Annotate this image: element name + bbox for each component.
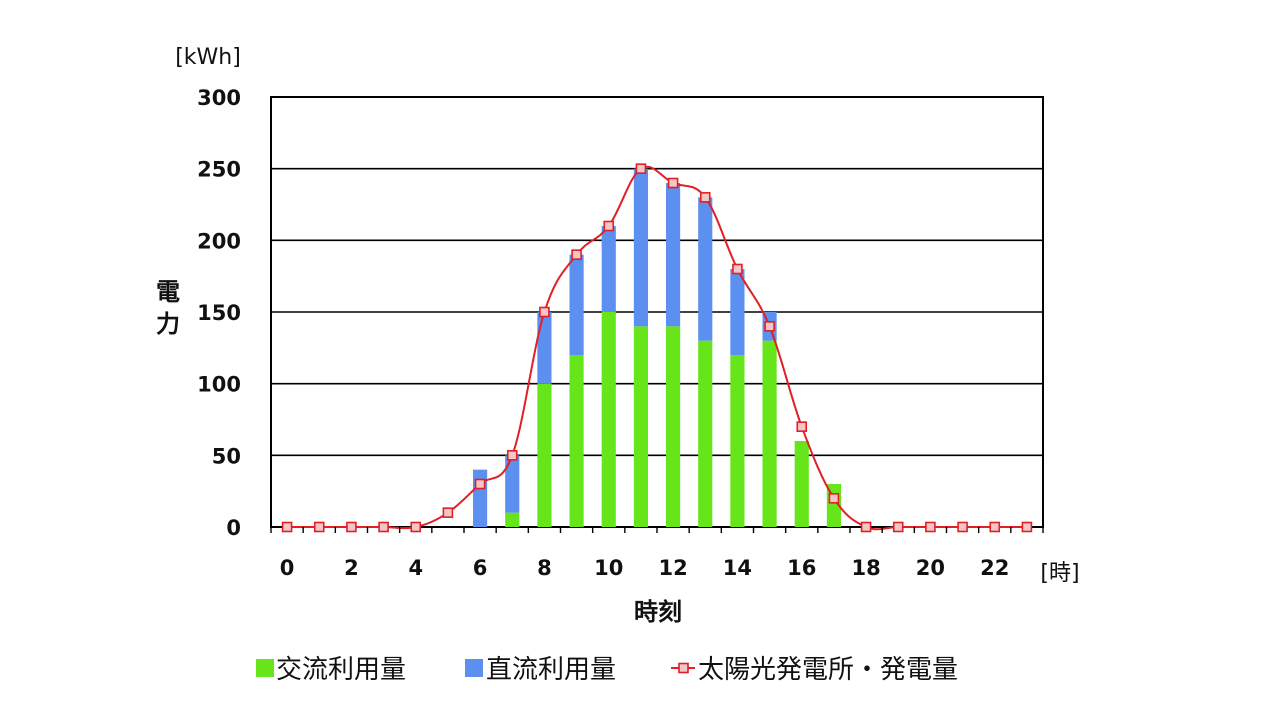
y-tick-label-50: 50 bbox=[212, 444, 241, 468]
bar-dc-hour-9 bbox=[569, 254, 584, 355]
solar-generation-point-hour-11 bbox=[635, 163, 647, 174]
legend-marker-solar bbox=[678, 662, 689, 674]
bar-ac-hour-9 bbox=[569, 355, 584, 527]
bar-ac-hour-16 bbox=[794, 441, 809, 527]
solar-generation-point-hour-10 bbox=[603, 220, 615, 232]
bar-dc-hour-13 bbox=[698, 197, 713, 341]
y-tick-label-100: 100 bbox=[197, 373, 241, 397]
x-unit-label: [時] bbox=[1040, 561, 1079, 586]
legend-label-dc: 直流利用量 bbox=[486, 655, 616, 685]
solar-generation-point-hour-8 bbox=[539, 306, 550, 318]
legend-swatch-ac bbox=[256, 659, 274, 677]
solar-generation-point-hour-19 bbox=[892, 521, 904, 533]
legend-label-ac: 交流利用量 bbox=[276, 655, 406, 685]
solar-generation-point-hour-22 bbox=[989, 521, 1001, 533]
bar-dc-hour-8 bbox=[537, 312, 552, 384]
solar-generation-point-hour-15 bbox=[764, 321, 775, 332]
line-layer bbox=[281, 163, 1033, 533]
bar-ac-hour-7 bbox=[505, 512, 520, 527]
bar-ac-hour-11 bbox=[633, 326, 648, 527]
legend-swatch-dc bbox=[465, 659, 483, 677]
bar-layer bbox=[473, 168, 841, 527]
bar-dc-hour-12 bbox=[666, 183, 681, 327]
solar-generation-point-hour-18 bbox=[860, 521, 872, 533]
y-tick-label-200: 200 bbox=[197, 229, 241, 253]
bar-dc-hour-10 bbox=[601, 226, 616, 312]
y-tick-label-250: 250 bbox=[197, 158, 241, 182]
x-axis-title: 時刻 bbox=[634, 598, 682, 626]
bar-ac-hour-10 bbox=[601, 312, 616, 527]
y-tick-label-150: 150 bbox=[197, 301, 241, 325]
bar-ac-hour-12 bbox=[666, 326, 681, 527]
solar-generation-point-hour-23 bbox=[1021, 521, 1033, 533]
solar-generation-point-hour-12 bbox=[667, 177, 679, 189]
bar-ac-hour-8 bbox=[537, 383, 552, 527]
solar-generation-point-hour-6 bbox=[474, 478, 486, 490]
solar-generation-point-hour-14 bbox=[732, 263, 743, 275]
solar-generation-point-hour-9 bbox=[571, 249, 582, 260]
x-tick-label-20: 20 bbox=[916, 556, 945, 580]
legend: 交流利用量 直流利用量 太陽光発電所・発電量 bbox=[256, 655, 958, 685]
x-tick-label-0: 0 bbox=[280, 556, 295, 580]
y-axis-title-char-1: 力 bbox=[156, 310, 180, 338]
axis-layer: 0 50 100 150 200 250 300 0 2 4 6 8 10 12 14 16 18 20 22 bbox=[197, 86, 1044, 580]
x-tick-label-8: 8 bbox=[537, 556, 552, 580]
solar-generation-point-hour-2 bbox=[346, 521, 357, 533]
solar-generation-point-hour-20 bbox=[925, 521, 936, 533]
bar-dc-hour-6 bbox=[473, 469, 488, 527]
bar-ac-hour-15 bbox=[762, 340, 777, 527]
y-tick-label-0: 0 bbox=[226, 516, 241, 540]
x-tick-label-6: 6 bbox=[473, 556, 488, 580]
bar-dc-hour-7 bbox=[505, 455, 520, 513]
y-tick-label-300: 300 bbox=[197, 86, 241, 110]
x-tick-label-22: 22 bbox=[980, 556, 1009, 580]
y-axis-title-char-0: 電 bbox=[156, 278, 180, 306]
x-tick-label-4: 4 bbox=[408, 556, 423, 580]
legend-label-solar: 太陽光発電所・発電量 bbox=[698, 655, 958, 685]
bar-dc-hour-11 bbox=[633, 168, 648, 327]
solar-generation-point-hour-3 bbox=[378, 521, 389, 533]
x-tick-label-16: 16 bbox=[787, 556, 816, 580]
y-unit-label: [kWh] bbox=[175, 45, 241, 70]
solar-generation-point-hour-13 bbox=[699, 192, 711, 203]
x-tick-label-18: 18 bbox=[851, 556, 880, 580]
bar-ac-hour-14 bbox=[730, 355, 745, 527]
x-tick-label-12: 12 bbox=[658, 556, 687, 580]
solar-generation-line bbox=[287, 165, 1027, 531]
x-tick-label-2: 2 bbox=[344, 556, 359, 580]
x-tick-label-14: 14 bbox=[723, 556, 752, 580]
bar-dc-hour-14 bbox=[730, 269, 745, 355]
solar-generation-point-hour-17 bbox=[828, 493, 840, 504]
solar-generation-point-hour-1 bbox=[313, 521, 325, 533]
solar-generation-point-hour-7 bbox=[506, 450, 518, 461]
solar-generation-point-hour-0 bbox=[281, 521, 293, 533]
solar-generation-point-hour-4 bbox=[410, 521, 422, 533]
y-axis-title: 電力 bbox=[156, 278, 180, 338]
x-tick-label-10: 10 bbox=[594, 556, 623, 580]
bar-ac-hour-13 bbox=[698, 340, 713, 527]
grid-layer bbox=[270, 96, 1044, 528]
solar-generation-point-hour-16 bbox=[796, 421, 808, 432]
solar-generation-point-hour-21 bbox=[957, 521, 968, 533]
solar-generation-point-hour-5 bbox=[442, 507, 454, 518]
